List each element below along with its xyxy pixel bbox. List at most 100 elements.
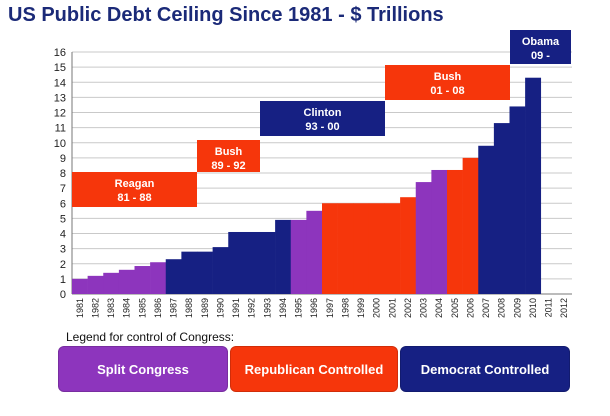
y-tick-label: 5 xyxy=(60,213,66,225)
bar xyxy=(243,231,260,294)
presidency-name: Obama xyxy=(522,36,560,48)
presidency-box xyxy=(260,101,385,136)
y-tick-label: 9 xyxy=(60,153,66,165)
legend-democrat-controlled: Democrat Controlled xyxy=(400,346,570,392)
x-tick-label: 1987 xyxy=(169,298,179,318)
x-tick-label: 1985 xyxy=(137,298,147,318)
y-tick-label: 3 xyxy=(60,244,66,256)
bar xyxy=(368,203,385,294)
bar xyxy=(322,203,338,294)
bar xyxy=(353,203,370,294)
bar xyxy=(134,266,151,294)
x-tick-label: 2002 xyxy=(403,298,413,318)
bar xyxy=(290,219,307,294)
legend-republican-controlled: Republican Controlled xyxy=(230,346,398,392)
presidency-name: Reagan xyxy=(115,178,155,190)
bar xyxy=(150,262,167,294)
x-tick-label: 1984 xyxy=(122,298,132,318)
x-tick-label: 1988 xyxy=(184,298,194,318)
legend-caption: Legend for control of Congress: xyxy=(66,330,235,344)
x-tick-label: 1986 xyxy=(153,298,163,318)
x-tick-label: 2007 xyxy=(481,298,491,318)
legend-split-congress: Split Congress xyxy=(58,346,228,392)
x-tick-label: 1997 xyxy=(325,298,335,318)
x-tick-label: 1992 xyxy=(247,298,257,318)
x-tick-label: 2004 xyxy=(434,298,444,318)
bar xyxy=(103,272,120,294)
x-tick-label: 2001 xyxy=(387,298,397,318)
bar xyxy=(181,251,198,294)
bar xyxy=(87,275,104,294)
presidency-term: 89 - 92 xyxy=(211,160,245,172)
presidency-box xyxy=(72,172,197,207)
y-tick-label: 11 xyxy=(55,123,66,135)
y-tick-label: 15 xyxy=(54,62,66,74)
x-tick-label: 1993 xyxy=(262,298,272,318)
bar xyxy=(275,219,292,294)
y-tick-label: 13 xyxy=(54,92,66,104)
x-tick-label: 1995 xyxy=(294,298,304,318)
x-tick-label: 1994 xyxy=(278,298,288,318)
y-tick-label: 0 xyxy=(60,289,66,301)
x-tick-label: 1999 xyxy=(356,298,366,318)
bar xyxy=(431,169,448,294)
x-tick-label: 2010 xyxy=(528,298,538,318)
presidency-term: 93 - 00 xyxy=(305,121,339,133)
bar xyxy=(212,247,229,294)
y-tick-label: 8 xyxy=(60,168,66,180)
presidency-name: Bush xyxy=(215,146,243,158)
bar xyxy=(509,106,526,294)
x-tick-label: 1982 xyxy=(90,298,100,318)
x-tick-label: 2008 xyxy=(497,298,507,318)
bar xyxy=(447,169,463,294)
x-tick-label: 2012 xyxy=(559,298,569,318)
y-tick-label: 6 xyxy=(60,198,66,210)
bar xyxy=(337,203,354,294)
x-tick-label: 1998 xyxy=(340,298,350,318)
x-tick-label: 2000 xyxy=(372,298,382,318)
presidency-name: Bush xyxy=(434,71,462,83)
bar xyxy=(384,203,401,294)
y-tick-label: 12 xyxy=(54,108,66,120)
bar xyxy=(118,269,135,294)
bar xyxy=(415,182,432,294)
x-tick-label: 1996 xyxy=(309,298,319,318)
bar xyxy=(525,77,542,295)
bar xyxy=(478,145,495,294)
presidency-box xyxy=(510,30,571,64)
bar xyxy=(259,231,276,294)
bar xyxy=(306,210,323,294)
presidency-term: 01 - 08 xyxy=(430,85,464,97)
y-tick-label: 14 xyxy=(54,77,66,89)
y-tick-label: 7 xyxy=(60,183,66,195)
bar xyxy=(228,231,245,294)
x-tick-label: 2009 xyxy=(512,298,522,318)
presidency-box xyxy=(385,65,510,100)
bar xyxy=(197,251,213,294)
y-tick-label: 1 xyxy=(60,274,66,286)
y-tick-label: 2 xyxy=(60,259,66,271)
presidency-term: 81 - 88 xyxy=(117,192,151,204)
x-tick-label: 2006 xyxy=(465,298,475,318)
x-tick-label: 2011 xyxy=(544,298,554,317)
y-tick-label: 10 xyxy=(54,138,66,150)
y-tick-label: 4 xyxy=(60,229,66,241)
bar xyxy=(400,197,417,294)
x-tick-label: 1991 xyxy=(231,298,241,318)
presidency-name: Clinton xyxy=(304,107,342,119)
x-tick-label: 1989 xyxy=(200,298,210,318)
presidency-box xyxy=(197,140,260,172)
presidency-term: 09 - xyxy=(531,50,550,62)
x-tick-label: 1990 xyxy=(215,298,225,318)
bar xyxy=(462,157,479,294)
x-tick-label: 1983 xyxy=(106,298,116,318)
bar xyxy=(493,123,510,295)
x-tick-label: 2005 xyxy=(450,298,460,318)
bar xyxy=(165,259,182,294)
x-tick-label: 2003 xyxy=(419,298,429,318)
bar xyxy=(72,278,88,294)
chart-title: US Public Debt Ceiling Since 1981 - $ Tr… xyxy=(8,4,444,26)
x-tick-label: 1981 xyxy=(75,298,85,318)
